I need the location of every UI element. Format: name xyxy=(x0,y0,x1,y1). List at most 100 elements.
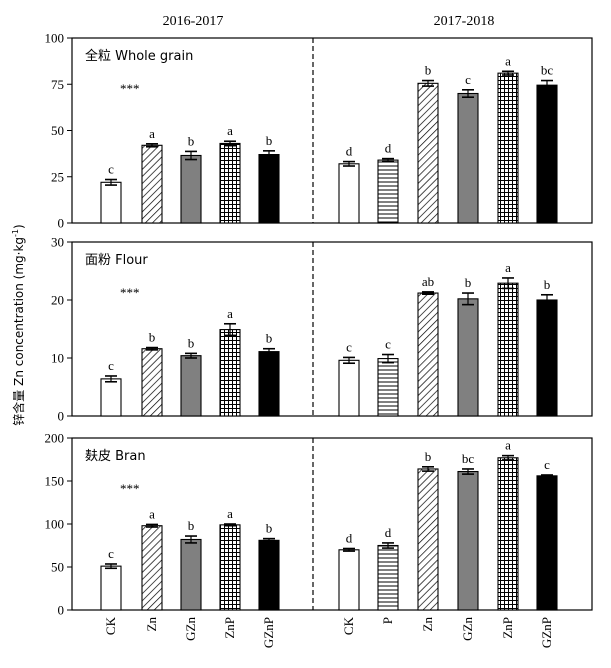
error-bar xyxy=(541,293,553,307)
error-bar xyxy=(462,292,474,306)
error-bar xyxy=(382,542,394,549)
significance-letter: b xyxy=(425,63,432,78)
error-bar xyxy=(146,523,158,528)
significance-marker: *** xyxy=(120,81,140,96)
bar-gznp xyxy=(258,154,280,224)
significance-letter: a xyxy=(149,126,155,141)
significance-letter: a xyxy=(227,123,233,138)
significance-letter: a xyxy=(505,438,511,453)
bar-p xyxy=(377,159,399,224)
bar-znp xyxy=(497,457,519,611)
significance-letter: b xyxy=(188,133,195,148)
significance-letter: d xyxy=(385,141,392,156)
significance-letter: c xyxy=(465,72,471,87)
y-tick-label: 20 xyxy=(51,293,64,308)
significance-letter: d xyxy=(346,531,353,546)
x-label-znp: ZnP xyxy=(500,617,515,639)
y-tick-label: 100 xyxy=(45,31,65,46)
significance-letter: b xyxy=(188,518,195,533)
year-label-2017-2018: 2017-2018 xyxy=(434,14,495,29)
bar-znp xyxy=(497,282,519,417)
panel-frame xyxy=(71,241,593,417)
significance-letter: d xyxy=(346,144,353,159)
bar-ck xyxy=(338,359,360,417)
bar-zn xyxy=(417,292,439,417)
significance-letter: c xyxy=(385,337,391,352)
bar-ck xyxy=(100,378,122,417)
error-bar xyxy=(502,70,514,76)
error-bar xyxy=(462,89,474,98)
bar-p xyxy=(377,358,399,417)
significance-letter: a xyxy=(149,506,155,521)
significance-letter: b xyxy=(465,275,472,290)
bar-gznp xyxy=(536,475,558,611)
x-axis-labels: CK Zn GZn ZnP GZnP CK P Zn GZn ZnP GZnP xyxy=(103,616,554,648)
panel-title: 麸皮 Bran xyxy=(85,449,146,464)
bar-p xyxy=(377,544,399,611)
error-bar xyxy=(146,143,158,148)
significance-letter: d xyxy=(385,525,392,540)
bar-gzn xyxy=(457,470,479,611)
x-label-ck: CK xyxy=(341,616,356,635)
y-tick-label: 50 xyxy=(51,560,64,575)
significance-letter: b xyxy=(544,277,551,292)
error-bar xyxy=(382,157,394,163)
error-bar xyxy=(263,347,275,356)
y-tick-label: 25 xyxy=(51,169,64,184)
y-tick-label: 0 xyxy=(58,409,65,424)
x-label-gznp: GZnP xyxy=(539,617,554,648)
y-tick-label: 50 xyxy=(51,123,64,138)
x-label-znp: ZnP xyxy=(222,617,237,639)
x-label-ck: CK xyxy=(103,616,118,635)
significance-letter: c xyxy=(346,339,352,354)
x-label-zn: Zn xyxy=(420,617,435,632)
y-tick-label: 0 xyxy=(58,216,65,231)
significance-letter: ab xyxy=(422,274,434,289)
bar-ck xyxy=(338,163,360,224)
error-bar xyxy=(224,140,236,147)
significance-letter: a xyxy=(227,306,233,321)
bar-gzn xyxy=(457,298,479,417)
bar-ck xyxy=(100,181,122,224)
error-bar xyxy=(462,468,474,475)
bar-zn xyxy=(417,82,439,224)
y-tick-label: 200 xyxy=(45,431,65,446)
significance-letter: c xyxy=(544,457,550,472)
significance-letter: b xyxy=(266,331,273,346)
y-axis-label: 锌含量 Zn concentration (mg·kg-1) xyxy=(11,224,26,425)
significance-letter: a xyxy=(505,53,511,68)
y-tick-label: 150 xyxy=(45,474,65,489)
year-label-2016-2017: 2016-2017 xyxy=(163,14,224,29)
error-bar xyxy=(541,474,553,478)
error-bar xyxy=(263,537,275,543)
bar-gzn xyxy=(457,92,479,224)
y-tick-label: 75 xyxy=(51,77,64,92)
panel-3: 0 50 100 150 200 麸皮 Bran *** c a b a b d d b bc a c xyxy=(45,431,593,618)
error-bar xyxy=(343,356,355,365)
significance-letter: b xyxy=(266,521,273,536)
error-bar xyxy=(224,322,236,337)
y-tick-label: 10 xyxy=(51,351,64,366)
significance-letter: a xyxy=(227,506,233,521)
x-label-zn: Zn xyxy=(144,617,159,632)
significance-letter: c xyxy=(108,546,114,561)
x-label-gzn: GZn xyxy=(183,617,198,641)
bar-znp xyxy=(219,142,241,224)
significance-letter: bc xyxy=(541,63,554,78)
bar-znp xyxy=(219,329,241,417)
significance-letter: bc xyxy=(462,451,475,466)
significance-letter: c xyxy=(108,358,114,373)
error-bar xyxy=(146,346,158,351)
bar-znp xyxy=(219,524,241,611)
error-bar xyxy=(224,523,236,527)
bar-zn xyxy=(141,144,163,224)
panel-title: 全粒 Whole grain xyxy=(85,48,193,64)
error-bar xyxy=(185,352,197,359)
y-tick-label: 0 xyxy=(58,603,65,618)
bar-gzn xyxy=(180,355,202,417)
bar-zn xyxy=(417,468,439,611)
error-bar xyxy=(422,291,434,296)
y-tick-label: 30 xyxy=(51,235,64,250)
